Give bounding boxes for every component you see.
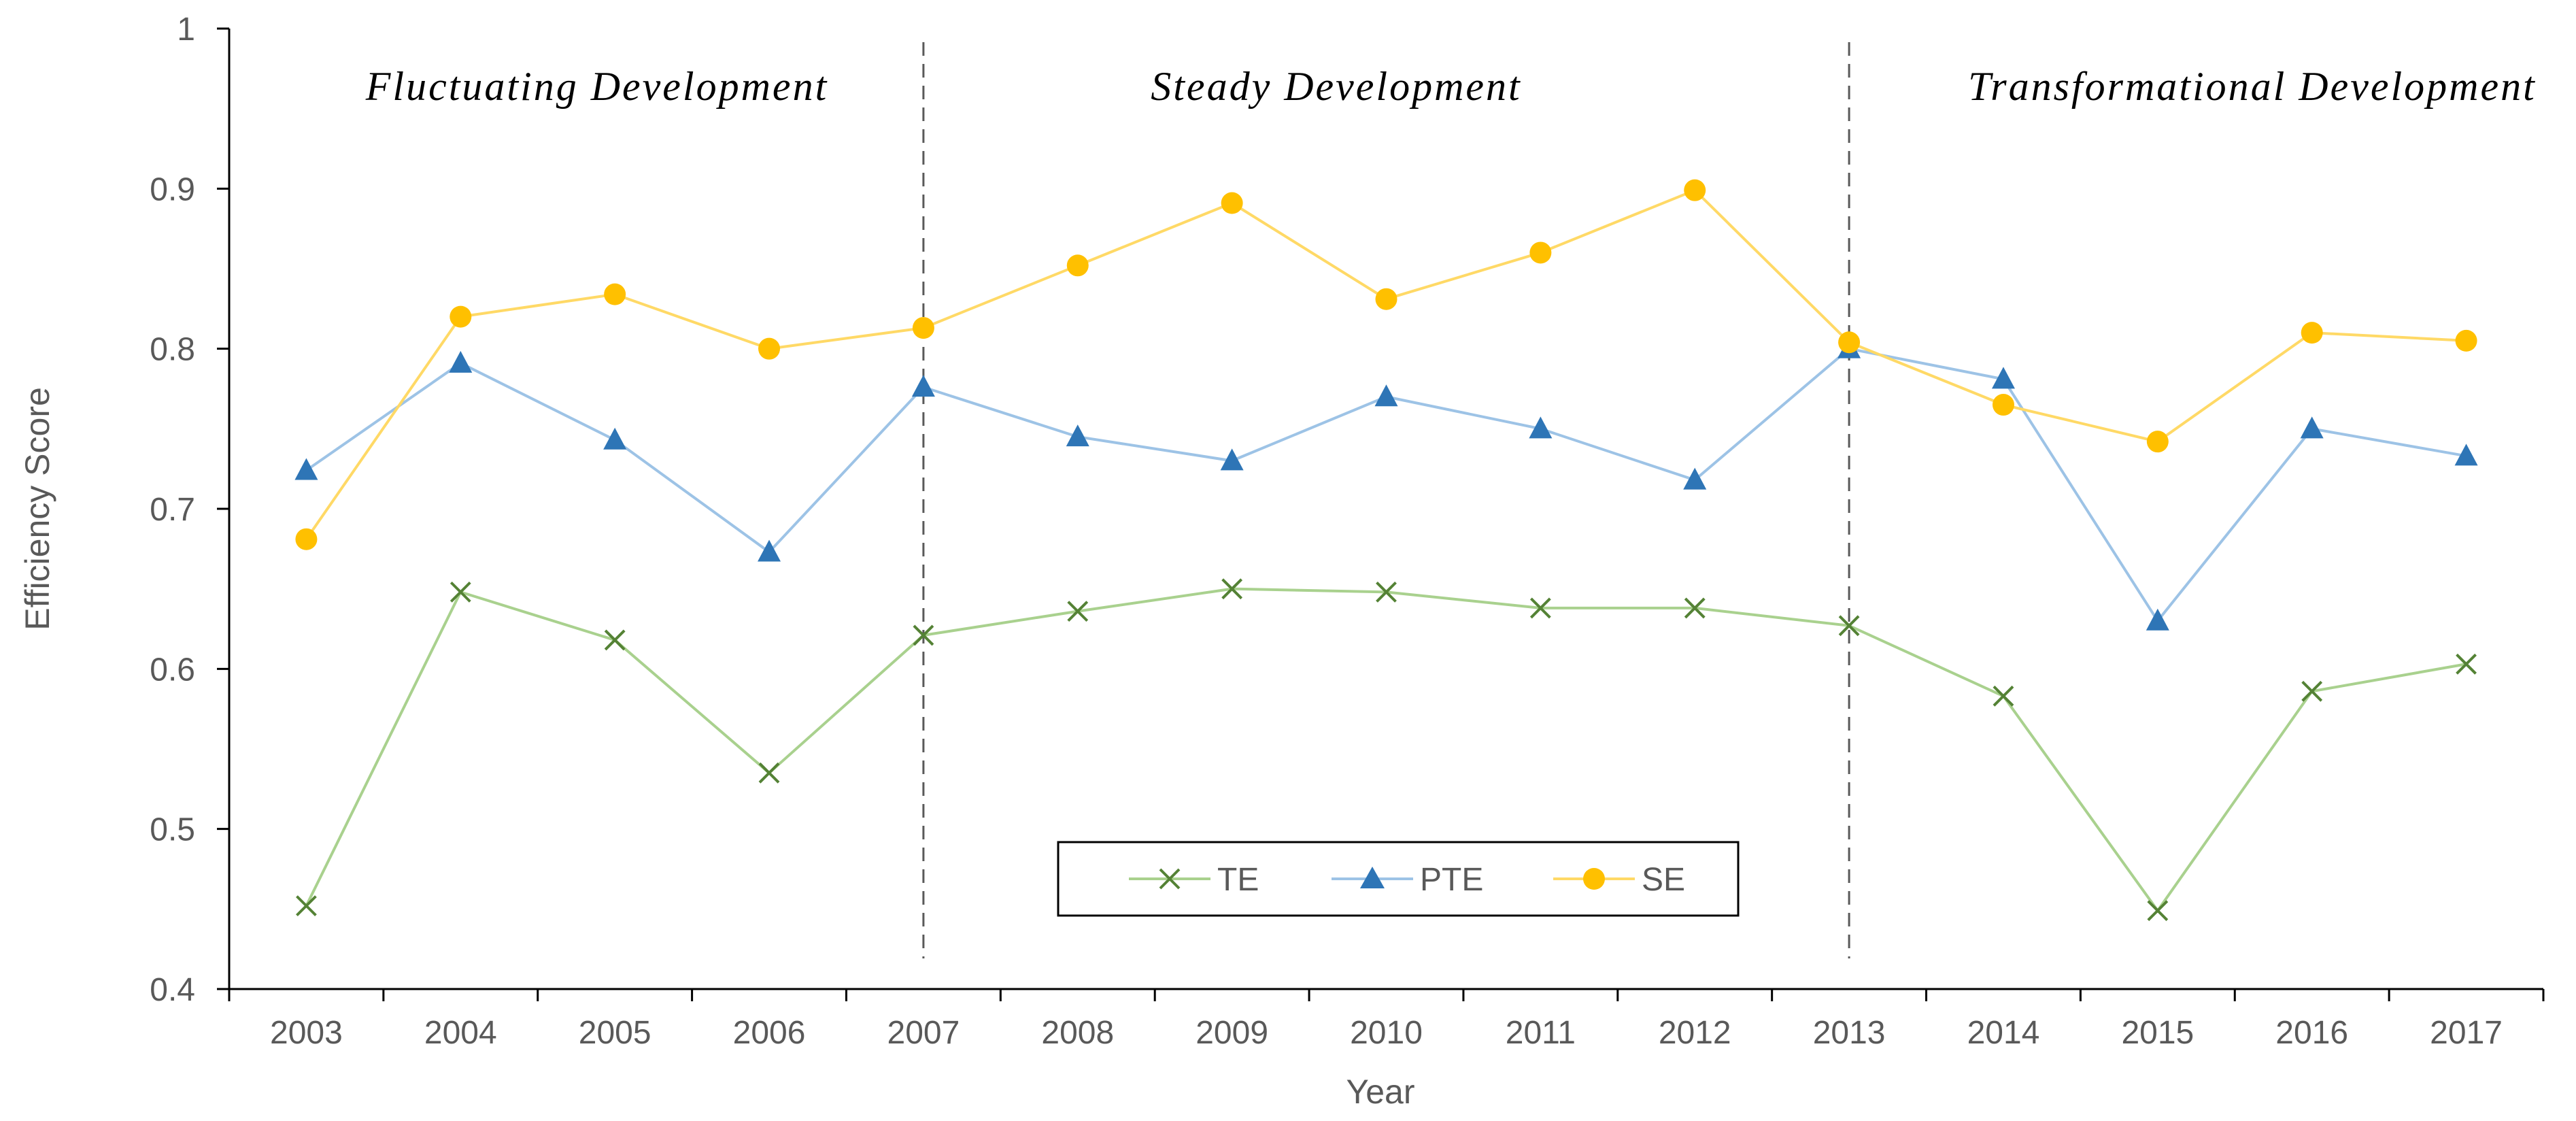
y-tick-label: 0.5 (150, 812, 195, 848)
x-tick-label: 2011 (1506, 1015, 1576, 1051)
se-point (1375, 288, 1397, 310)
pte-point (2300, 416, 2324, 439)
y-tick-label: 0.8 (150, 332, 195, 368)
x-tick-label: 2003 (270, 1015, 343, 1051)
legend-te-label: TE (1217, 862, 1259, 898)
series-se (295, 179, 2477, 550)
legend-se-label: SE (1642, 862, 1685, 898)
se-point (2301, 322, 2323, 344)
se-point (450, 305, 472, 328)
te-point (2301, 680, 2323, 702)
x-tick-label: 2004 (424, 1015, 497, 1051)
legend-se-circle-marker (1583, 868, 1605, 890)
te-point (1838, 615, 1860, 637)
se-point (1529, 241, 1552, 264)
x-tick-label: 2015 (2121, 1015, 2194, 1051)
legend-te-x-marker (1159, 868, 1181, 890)
legend-item-te: TE (1129, 862, 1259, 898)
phase-label-transformational: Transformational Development (1968, 64, 2537, 109)
legend-pte-triangle-marker (1360, 867, 1385, 888)
te-point (2456, 653, 2477, 675)
te-point (2147, 900, 2169, 922)
pte-point (2454, 444, 2478, 466)
pte-point (1220, 448, 1244, 471)
te-point (1993, 685, 2014, 707)
pte-point (294, 458, 318, 480)
x-tick-label: 2014 (1967, 1015, 2040, 1051)
phase-label-steady: Steady Development (1151, 64, 1521, 109)
pte-point (1374, 384, 1398, 407)
se-point (1221, 192, 1243, 214)
se-point (295, 528, 318, 550)
legend-pte-label: PTE (1420, 862, 1483, 898)
se-line (305, 188, 2467, 540)
x-tick-label: 2012 (1659, 1015, 1731, 1051)
te-point (604, 629, 626, 651)
pte-point (911, 375, 935, 397)
pte-point (2146, 608, 2169, 631)
x-tick-label: 2005 (579, 1015, 651, 1051)
y-ticks: 0.4 0.5 0.6 0.7 0.8 0.9 1 (150, 12, 229, 1008)
pte-point (449, 350, 473, 373)
y-tick-label: 0.7 (150, 492, 195, 528)
x-tick-label: 2013 (1813, 1015, 1886, 1051)
pte-point (1991, 367, 2015, 389)
te-point (1684, 597, 1706, 619)
y-tick-label: 0.4 (150, 972, 195, 1008)
legend-item-pte: PTE (1332, 862, 1483, 898)
se-point (758, 337, 781, 360)
se-point (912, 317, 934, 339)
x-tick-label: 2017 (2430, 1015, 2503, 1051)
pte-point (758, 539, 781, 562)
y-tick-label: 1 (177, 12, 195, 48)
legend: TE PTE SE (1057, 841, 1740, 917)
x-tick-label: 2010 (1350, 1015, 1423, 1051)
y-tick-label: 0.9 (150, 171, 195, 207)
te-point (913, 624, 934, 646)
legend-item-se: SE (1553, 862, 1685, 898)
pte-point (1066, 424, 1089, 447)
pte-point (1683, 467, 1707, 490)
phase-dividers (922, 42, 1850, 958)
x-axis-title: Year (1346, 1073, 1414, 1111)
pte-point (603, 427, 627, 450)
x-tick-label: 2016 (2275, 1015, 2348, 1051)
x-tick-label: 2007 (887, 1015, 960, 1051)
te-point (450, 581, 471, 603)
y-tick-label: 0.6 (150, 652, 195, 688)
te-point (758, 762, 780, 784)
se-point (2146, 431, 2169, 453)
phase-label-fluctuating: Fluctuating Development (365, 64, 828, 109)
se-point (2455, 329, 2477, 352)
te-point (1376, 581, 1397, 603)
se-point (1838, 331, 1861, 354)
series-layer (294, 179, 2478, 922)
se-point (1992, 394, 2014, 416)
pte-point (1529, 416, 1553, 439)
y-axis-title: Efficiency Score (18, 387, 56, 631)
te-point (1221, 578, 1243, 600)
te-point (296, 895, 317, 917)
te-point (1067, 601, 1089, 622)
series-pte (294, 336, 2478, 631)
se-point (1066, 254, 1089, 277)
x-tick-label: 2008 (1041, 1015, 1114, 1051)
x-tick-label: 2006 (733, 1015, 806, 1051)
x-ticks: 2003 2004 2005 2006 2007 2008 2009 2010 2011 2012… (228, 989, 2545, 1051)
te-point (1529, 597, 1551, 619)
series-te (296, 578, 2477, 922)
se-point (1684, 179, 1706, 201)
se-point (604, 283, 626, 305)
x-tick-label: 2009 (1196, 1015, 1268, 1051)
